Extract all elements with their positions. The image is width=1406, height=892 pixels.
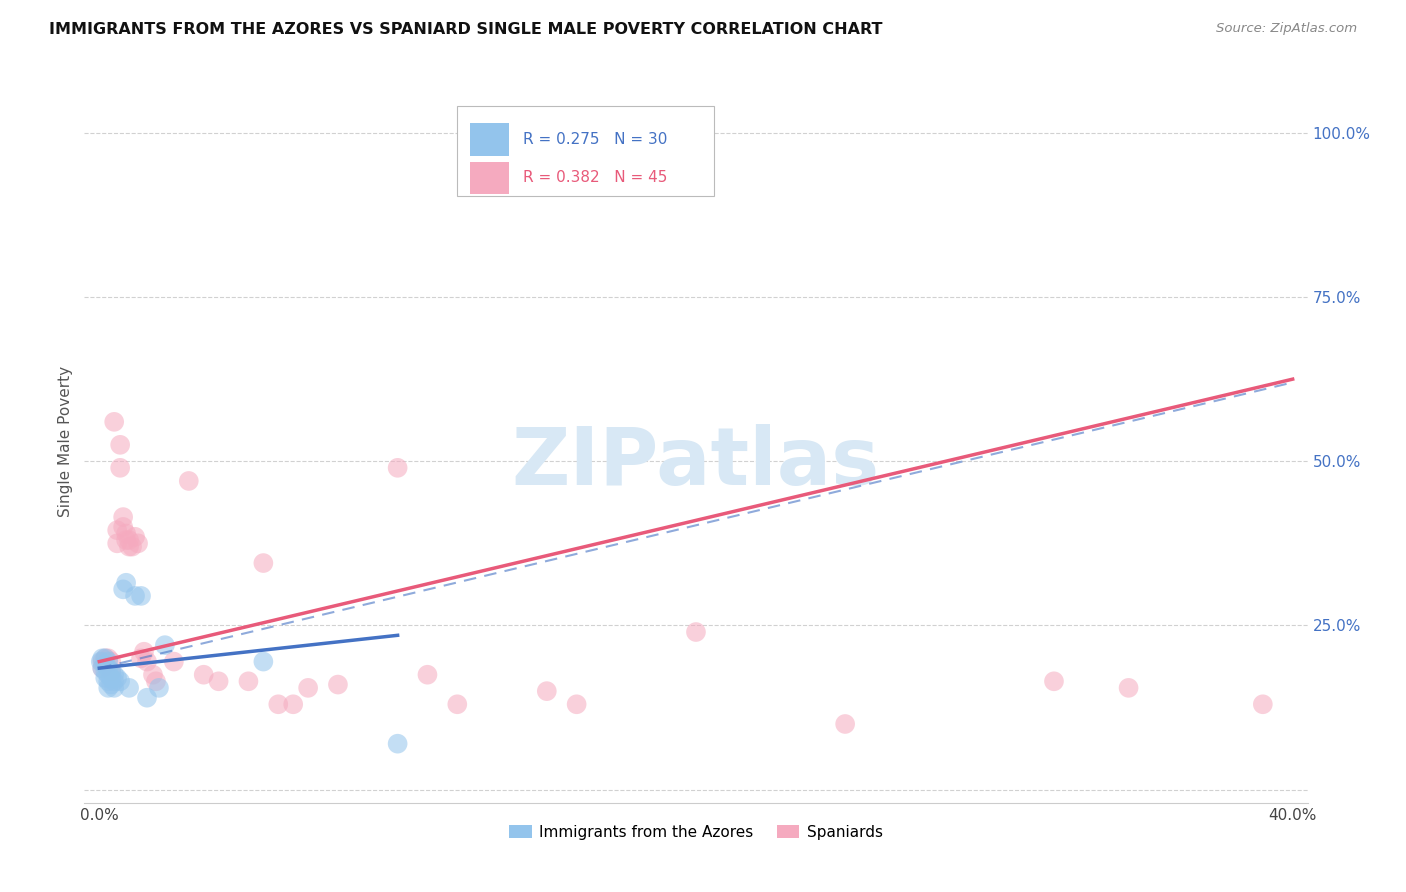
Point <box>94 651 117 665</box>
Text: Source: ZipAtlas.com: Source: ZipAtlas.com <box>1216 22 1357 36</box>
Point <box>446 698 468 712</box>
Point <box>1251 698 1274 712</box>
Point <box>90 655 112 669</box>
Point <box>416 667 439 681</box>
Y-axis label: Single Male Poverty: Single Male Poverty <box>58 366 73 517</box>
Point <box>136 655 159 669</box>
Point <box>91 661 114 675</box>
Point <box>100 671 122 685</box>
Text: R = 0.382   N = 45: R = 0.382 N = 45 <box>523 170 668 186</box>
Text: R = 0.275   N = 30: R = 0.275 N = 30 <box>523 132 668 147</box>
Text: ZIPatlas: ZIPatlas <box>512 425 880 502</box>
Point <box>1118 681 1140 695</box>
Point <box>97 674 120 689</box>
Point <box>565 698 588 712</box>
Point <box>326 677 349 691</box>
Point <box>94 671 117 685</box>
Point <box>252 655 274 669</box>
Point <box>193 667 215 681</box>
Point <box>91 655 114 669</box>
Point <box>103 681 125 695</box>
Point <box>91 661 114 675</box>
Bar <box>470 161 509 194</box>
Point <box>100 665 122 679</box>
Point <box>100 655 122 669</box>
Point <box>97 651 120 665</box>
Point <box>153 638 176 652</box>
Point <box>283 698 305 712</box>
Point <box>112 520 135 534</box>
Point <box>127 536 149 550</box>
Point <box>97 667 120 681</box>
Point <box>108 460 131 475</box>
Point <box>297 681 319 695</box>
Point <box>124 530 146 544</box>
Point <box>94 657 117 672</box>
Point <box>105 536 128 550</box>
Point <box>267 698 290 712</box>
Point <box>207 674 229 689</box>
Point <box>387 460 409 475</box>
Point <box>252 556 274 570</box>
Point <box>115 533 138 547</box>
Point <box>108 674 131 689</box>
Point <box>103 415 125 429</box>
Point <box>94 665 117 679</box>
Point <box>105 523 128 537</box>
Bar <box>470 123 509 156</box>
Text: IMMIGRANTS FROM THE AZORES VS SPANIARD SINGLE MALE POVERTY CORRELATION CHART: IMMIGRANTS FROM THE AZORES VS SPANIARD S… <box>49 22 883 37</box>
Point <box>112 510 135 524</box>
Point <box>118 681 141 695</box>
Point <box>91 651 114 665</box>
Point <box>129 651 152 665</box>
Point <box>136 690 159 705</box>
Point <box>142 667 165 681</box>
Point <box>97 661 120 675</box>
Point <box>112 582 135 597</box>
Point <box>97 681 120 695</box>
Point <box>177 474 200 488</box>
Point <box>238 674 260 689</box>
Point <box>129 589 152 603</box>
Point <box>105 671 128 685</box>
FancyBboxPatch shape <box>457 105 714 196</box>
Point <box>115 526 138 541</box>
Point <box>103 674 125 689</box>
Point <box>121 540 143 554</box>
Point <box>145 674 167 689</box>
Point <box>834 717 856 731</box>
Point <box>1043 674 1066 689</box>
Point <box>118 533 141 547</box>
Point <box>148 681 170 695</box>
Point <box>536 684 558 698</box>
Point <box>132 645 155 659</box>
Point <box>97 655 120 669</box>
Point <box>94 651 117 665</box>
Point <box>115 575 138 590</box>
Point <box>103 667 125 681</box>
Point <box>163 655 186 669</box>
Legend: Immigrants from the Azores, Spaniards: Immigrants from the Azores, Spaniards <box>503 819 889 846</box>
Point <box>124 589 146 603</box>
Point <box>387 737 409 751</box>
Point <box>118 540 141 554</box>
Point <box>100 677 122 691</box>
Point <box>685 625 707 640</box>
Point <box>108 438 131 452</box>
Point <box>100 665 122 679</box>
